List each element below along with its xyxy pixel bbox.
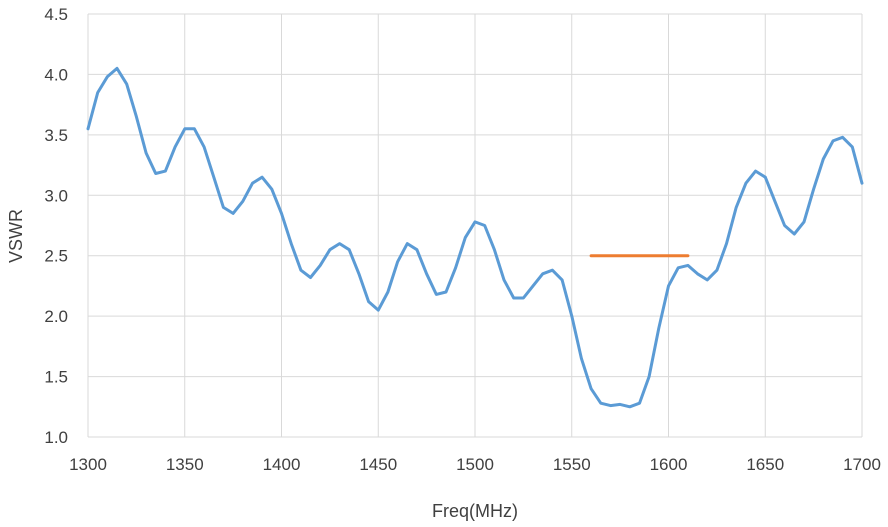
series-line-vswr: [86, 66, 864, 409]
x-tick-label: 1400: [263, 455, 301, 474]
x-tick-label: 1550: [553, 455, 591, 474]
x-axis-title: Freq(MHz): [432, 501, 518, 521]
grid: [87, 13, 863, 438]
x-tick-label: 1600: [650, 455, 688, 474]
y-tick-label: 4.5: [44, 5, 68, 24]
x-tick-labels: 1300 1350 1400 1450 1500 1550 1600 1650 1700: [69, 455, 881, 474]
y-tick-label: 3.0: [44, 186, 68, 205]
x-tick-label: 1350: [166, 455, 204, 474]
y-tick-label: 1.0: [44, 428, 68, 447]
y-tick-label: 2.5: [44, 247, 68, 266]
y-tick-label: 2.0: [44, 307, 68, 326]
x-tick-label: 1650: [746, 455, 784, 474]
series-layer: [86, 66, 864, 409]
y-tick-labels: 1.0 1.5 2.0 2.5 3.0 3.5 4.0 4.5: [44, 5, 68, 447]
y-tick-label: 3.5: [44, 126, 68, 145]
x-tick-label: 1450: [359, 455, 397, 474]
y-tick-label: 4.0: [44, 65, 68, 84]
y-axis-title: VSWR: [6, 209, 26, 263]
y-tick-label: 1.5: [44, 368, 68, 387]
x-tick-label: 1500: [456, 455, 494, 474]
x-tick-label: 1700: [843, 455, 881, 474]
x-tick-label: 1300: [69, 455, 107, 474]
